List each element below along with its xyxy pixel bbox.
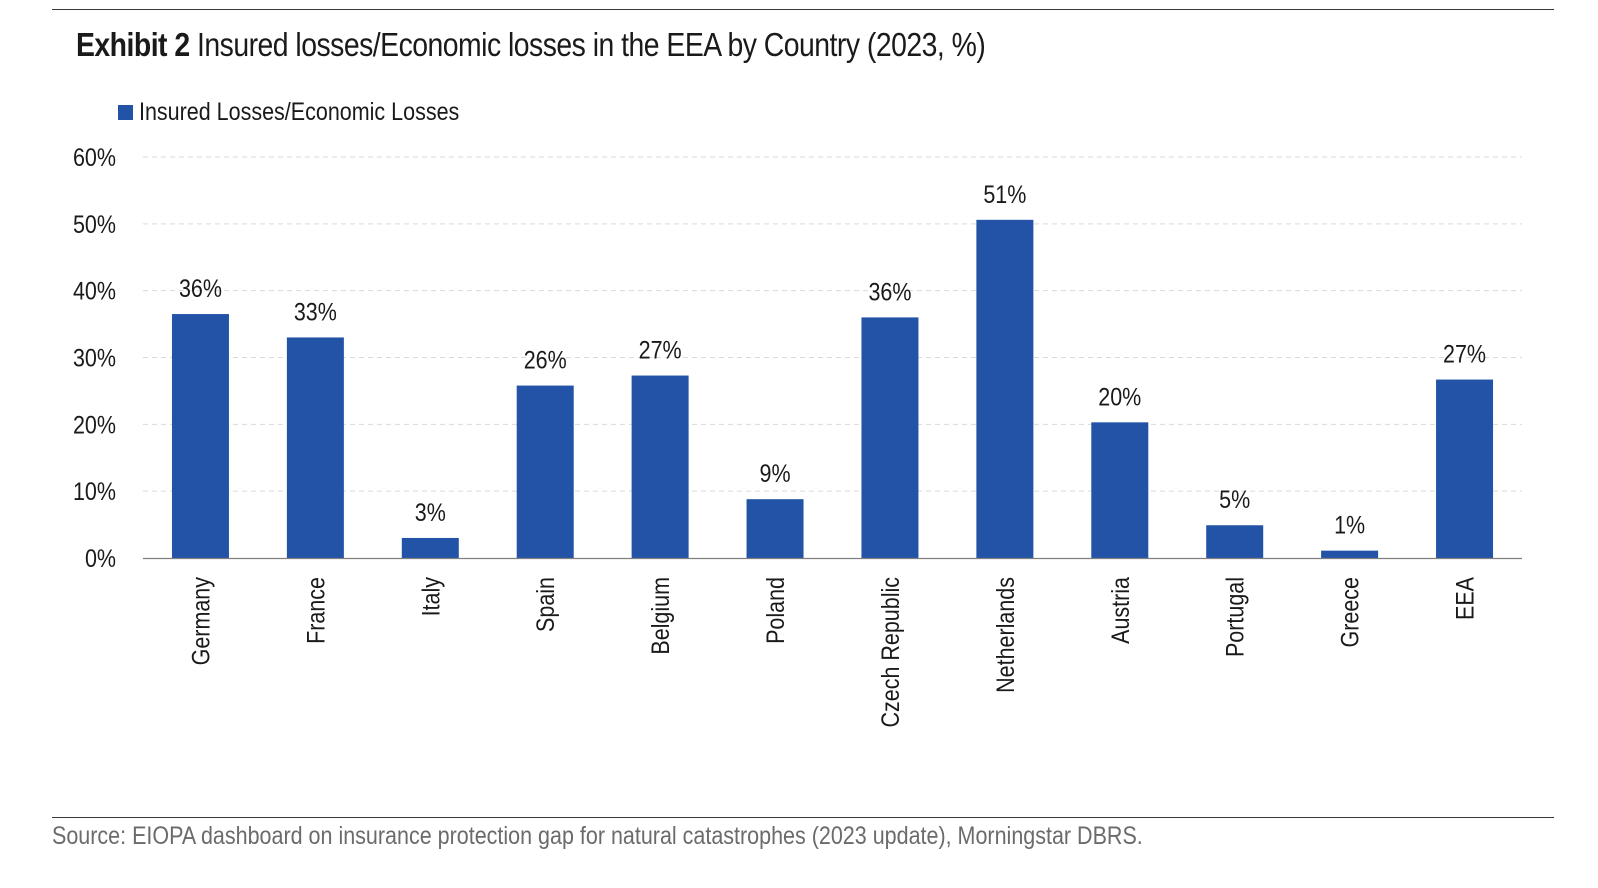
legend-swatch (118, 105, 133, 120)
y-tick-label: 50% (73, 210, 116, 238)
x-tick-label: Austria (1106, 577, 1134, 644)
y-tick-label: 60% (73, 143, 116, 171)
data-label: 20% (1098, 383, 1141, 411)
bar-germany (171, 314, 229, 558)
x-tick-label: Czech Republic (876, 577, 904, 728)
x-tick-label: Poland (762, 577, 790, 644)
y-tick-label: 20% (73, 411, 116, 439)
chart-title: Exhibit 2 Insured losses/Economic losses… (76, 26, 986, 64)
bar-netherlands (976, 219, 1034, 558)
bar-france (286, 337, 344, 558)
x-tick-label: Italy (417, 577, 445, 617)
x-tick-label: Greece (1336, 577, 1364, 647)
bottom-rule (52, 817, 1554, 818)
bar-eea (1436, 379, 1494, 558)
x-tick-label: Netherlands (991, 577, 1019, 693)
bars (171, 219, 1494, 558)
y-axis-ticks: 0% 10% 20% 30% 40% 50% 60% (73, 143, 116, 572)
bar-chart: 0%10%20%30%40%50%60% 36%33%3%26% 27%9%36%… (73, 143, 1522, 728)
data-label: 9% (760, 460, 791, 488)
data-label: 26% (524, 346, 567, 374)
exhibit-label: Exhibit 2 (76, 26, 190, 63)
x-tick-label: Germany (187, 577, 215, 666)
bar-czech-republic (861, 317, 919, 558)
data-label: 33% (294, 298, 337, 326)
x-tick-label: Belgium (647, 577, 675, 655)
data-label: 5% (1219, 486, 1250, 514)
bar-spain (516, 385, 574, 558)
data-label: 27% (1443, 340, 1486, 368)
data-label: 3% (415, 498, 446, 526)
legend: Insured Losses/Economic Losses (118, 98, 511, 127)
y-tick-label: 10% (73, 478, 116, 506)
data-labels: 36% 33% 3% 26% 27% 9% 36% 51% 20% 5% 1% 27% (179, 180, 1486, 539)
x-tick-label: Portugal (1221, 577, 1249, 657)
bar-greece (1321, 550, 1379, 558)
x-axis-ticks: Germany France Italy Spain Belgium Poland Czec… (187, 577, 1479, 728)
bar-austria (1091, 422, 1149, 558)
gridlines (143, 156, 1522, 492)
title-text: Insured losses/Economic losses in the EE… (197, 26, 986, 63)
legend-label: Insured Losses/Economic Losses (139, 98, 460, 126)
data-label: 27% (639, 336, 682, 364)
y-tick-label: 30% (73, 344, 116, 372)
data-label: 1% (1334, 511, 1365, 539)
data-label: 36% (868, 278, 911, 306)
bar-italy (401, 537, 459, 558)
x-tick-label: EEA (1451, 577, 1479, 620)
x-tick-label: France (302, 577, 330, 644)
y-tick-label: 0% (85, 544, 116, 572)
x-tick-label: Spain (532, 577, 560, 632)
bar-belgium (631, 375, 689, 558)
top-rule (52, 9, 1554, 10)
bar-portugal (1206, 525, 1264, 558)
source-note: Source: EIOPA dashboard on insurance pro… (52, 822, 1143, 850)
bar-poland (746, 499, 804, 558)
data-label: 36% (179, 275, 222, 303)
data-label: 51% (983, 180, 1026, 208)
y-tick-label: 40% (73, 277, 116, 305)
